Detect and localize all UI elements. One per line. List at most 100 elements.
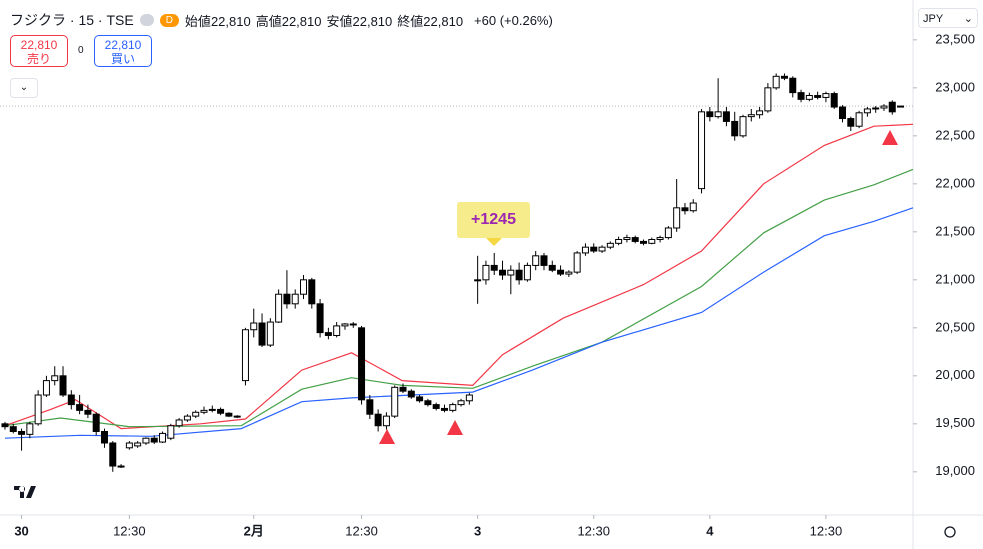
candle-body: [805, 95, 813, 100]
x-tick-label: 2月: [244, 523, 264, 538]
y-tick-label: 19,500: [935, 415, 975, 430]
candle-body: [772, 75, 780, 89]
buy-label: 買い: [110, 52, 135, 66]
collapse-button[interactable]: ⌄: [10, 78, 38, 98]
candle-body: [416, 396, 424, 402]
candle-body: [250, 322, 258, 331]
candle-body: [308, 279, 316, 305]
candle-body: [872, 107, 880, 110]
candle-body: [714, 111, 722, 118]
symbol: フジクラ · 15 · TSE: [10, 12, 134, 28]
annotation: +1245: [457, 202, 530, 238]
candle-body: [167, 425, 175, 439]
x-tick-label: 12:30: [345, 523, 378, 538]
currency-select[interactable]: JPY ⌄: [918, 8, 978, 28]
candle-body: [84, 409, 92, 415]
candle-body: [855, 112, 863, 127]
candle-body: [548, 264, 556, 271]
candle-body: [698, 111, 706, 190]
candle-body: [117, 465, 125, 468]
settings-icon: [944, 526, 956, 538]
candle-body: [150, 437, 158, 443]
buy-price: 22,810: [104, 38, 142, 52]
legend-value: 22,810: [210, 13, 251, 29]
candle-body: [208, 408, 216, 411]
signal-marker: [379, 429, 395, 444]
candle-body: [233, 415, 241, 418]
legend-label: 安値: [326, 13, 353, 29]
candle-body: [217, 408, 225, 414]
candle-body: [358, 327, 366, 401]
candle-body: [382, 415, 390, 427]
candle-body: [598, 246, 606, 252]
candle-body: [333, 325, 341, 336]
badge: D: [159, 13, 179, 27]
candle-body: [100, 430, 108, 444]
candle-body: [9, 426, 17, 432]
candle-body: [581, 246, 589, 254]
candle-body: [291, 293, 299, 305]
change: +60 (+0.26%): [474, 12, 553, 28]
legend-label: 終値: [397, 13, 424, 29]
signal-marker: [447, 420, 463, 435]
candle-body: [241, 329, 249, 382]
candle-body: [300, 279, 308, 295]
y-tick-label: 20,000: [935, 367, 975, 382]
sell-price: 22,810: [20, 38, 58, 52]
candle-body: [391, 386, 399, 417]
candle-body: [830, 93, 838, 108]
candle-body: [266, 321, 274, 346]
candle-body: [747, 114, 755, 118]
x-tick-label: 4: [706, 523, 714, 538]
candle-body: [515, 269, 523, 281]
candle-body: [656, 237, 664, 241]
candle-body: [532, 255, 540, 266]
legend-label: 高値: [255, 13, 282, 29]
candle-body: [789, 77, 797, 94]
candle-body: [159, 432, 167, 443]
candle-body: [523, 264, 531, 281]
candle-body: [76, 404, 84, 411]
y-tick-label: 22,000: [935, 175, 975, 190]
candle-body: [689, 202, 697, 212]
sell-button[interactable]: 22,810 売り: [10, 35, 68, 67]
candle-body: [764, 87, 772, 112]
x-tick-label: 30: [14, 523, 28, 538]
candle-body: [324, 332, 332, 336]
candle-body: [283, 293, 291, 305]
candle-body: [673, 207, 681, 229]
legend-label: 始値: [184, 13, 211, 29]
candle-body: [432, 404, 440, 409]
candle-body: [639, 240, 647, 244]
candle-body: [623, 237, 631, 241]
candle-body: [664, 227, 672, 239]
candle-body: [349, 323, 357, 326]
candle-body: [125, 442, 133, 449]
candle-body: [648, 239, 656, 244]
candle-body: [18, 430, 26, 435]
moving-average: [4, 168, 914, 428]
candle-body: [316, 303, 324, 334]
candle-body: [731, 120, 739, 137]
buy-button[interactable]: 22,810 買い: [94, 35, 152, 67]
moving-average: [4, 123, 914, 430]
candle-body: [399, 386, 407, 392]
candle-body: [839, 106, 847, 120]
y-tick-label: 21,000: [935, 271, 975, 286]
candle-body: [681, 207, 689, 212]
candle-body: [142, 437, 150, 444]
ohlc-legend: 始値22,810 高値22,810 安値22,810 終値22,810: [185, 11, 468, 30]
currency: JPY: [923, 13, 944, 25]
candle-body: [175, 419, 183, 427]
candle-body: [565, 271, 573, 275]
y-tick-label: 22,500: [935, 127, 975, 142]
candle-body: [366, 399, 374, 415]
candle-body: [631, 237, 639, 242]
logo: [14, 486, 36, 498]
candle-body: [880, 105, 888, 109]
candle-body: [457, 400, 465, 406]
candle-body: [92, 413, 100, 432]
candle-body: [507, 269, 515, 276]
candle-body: [67, 394, 75, 406]
